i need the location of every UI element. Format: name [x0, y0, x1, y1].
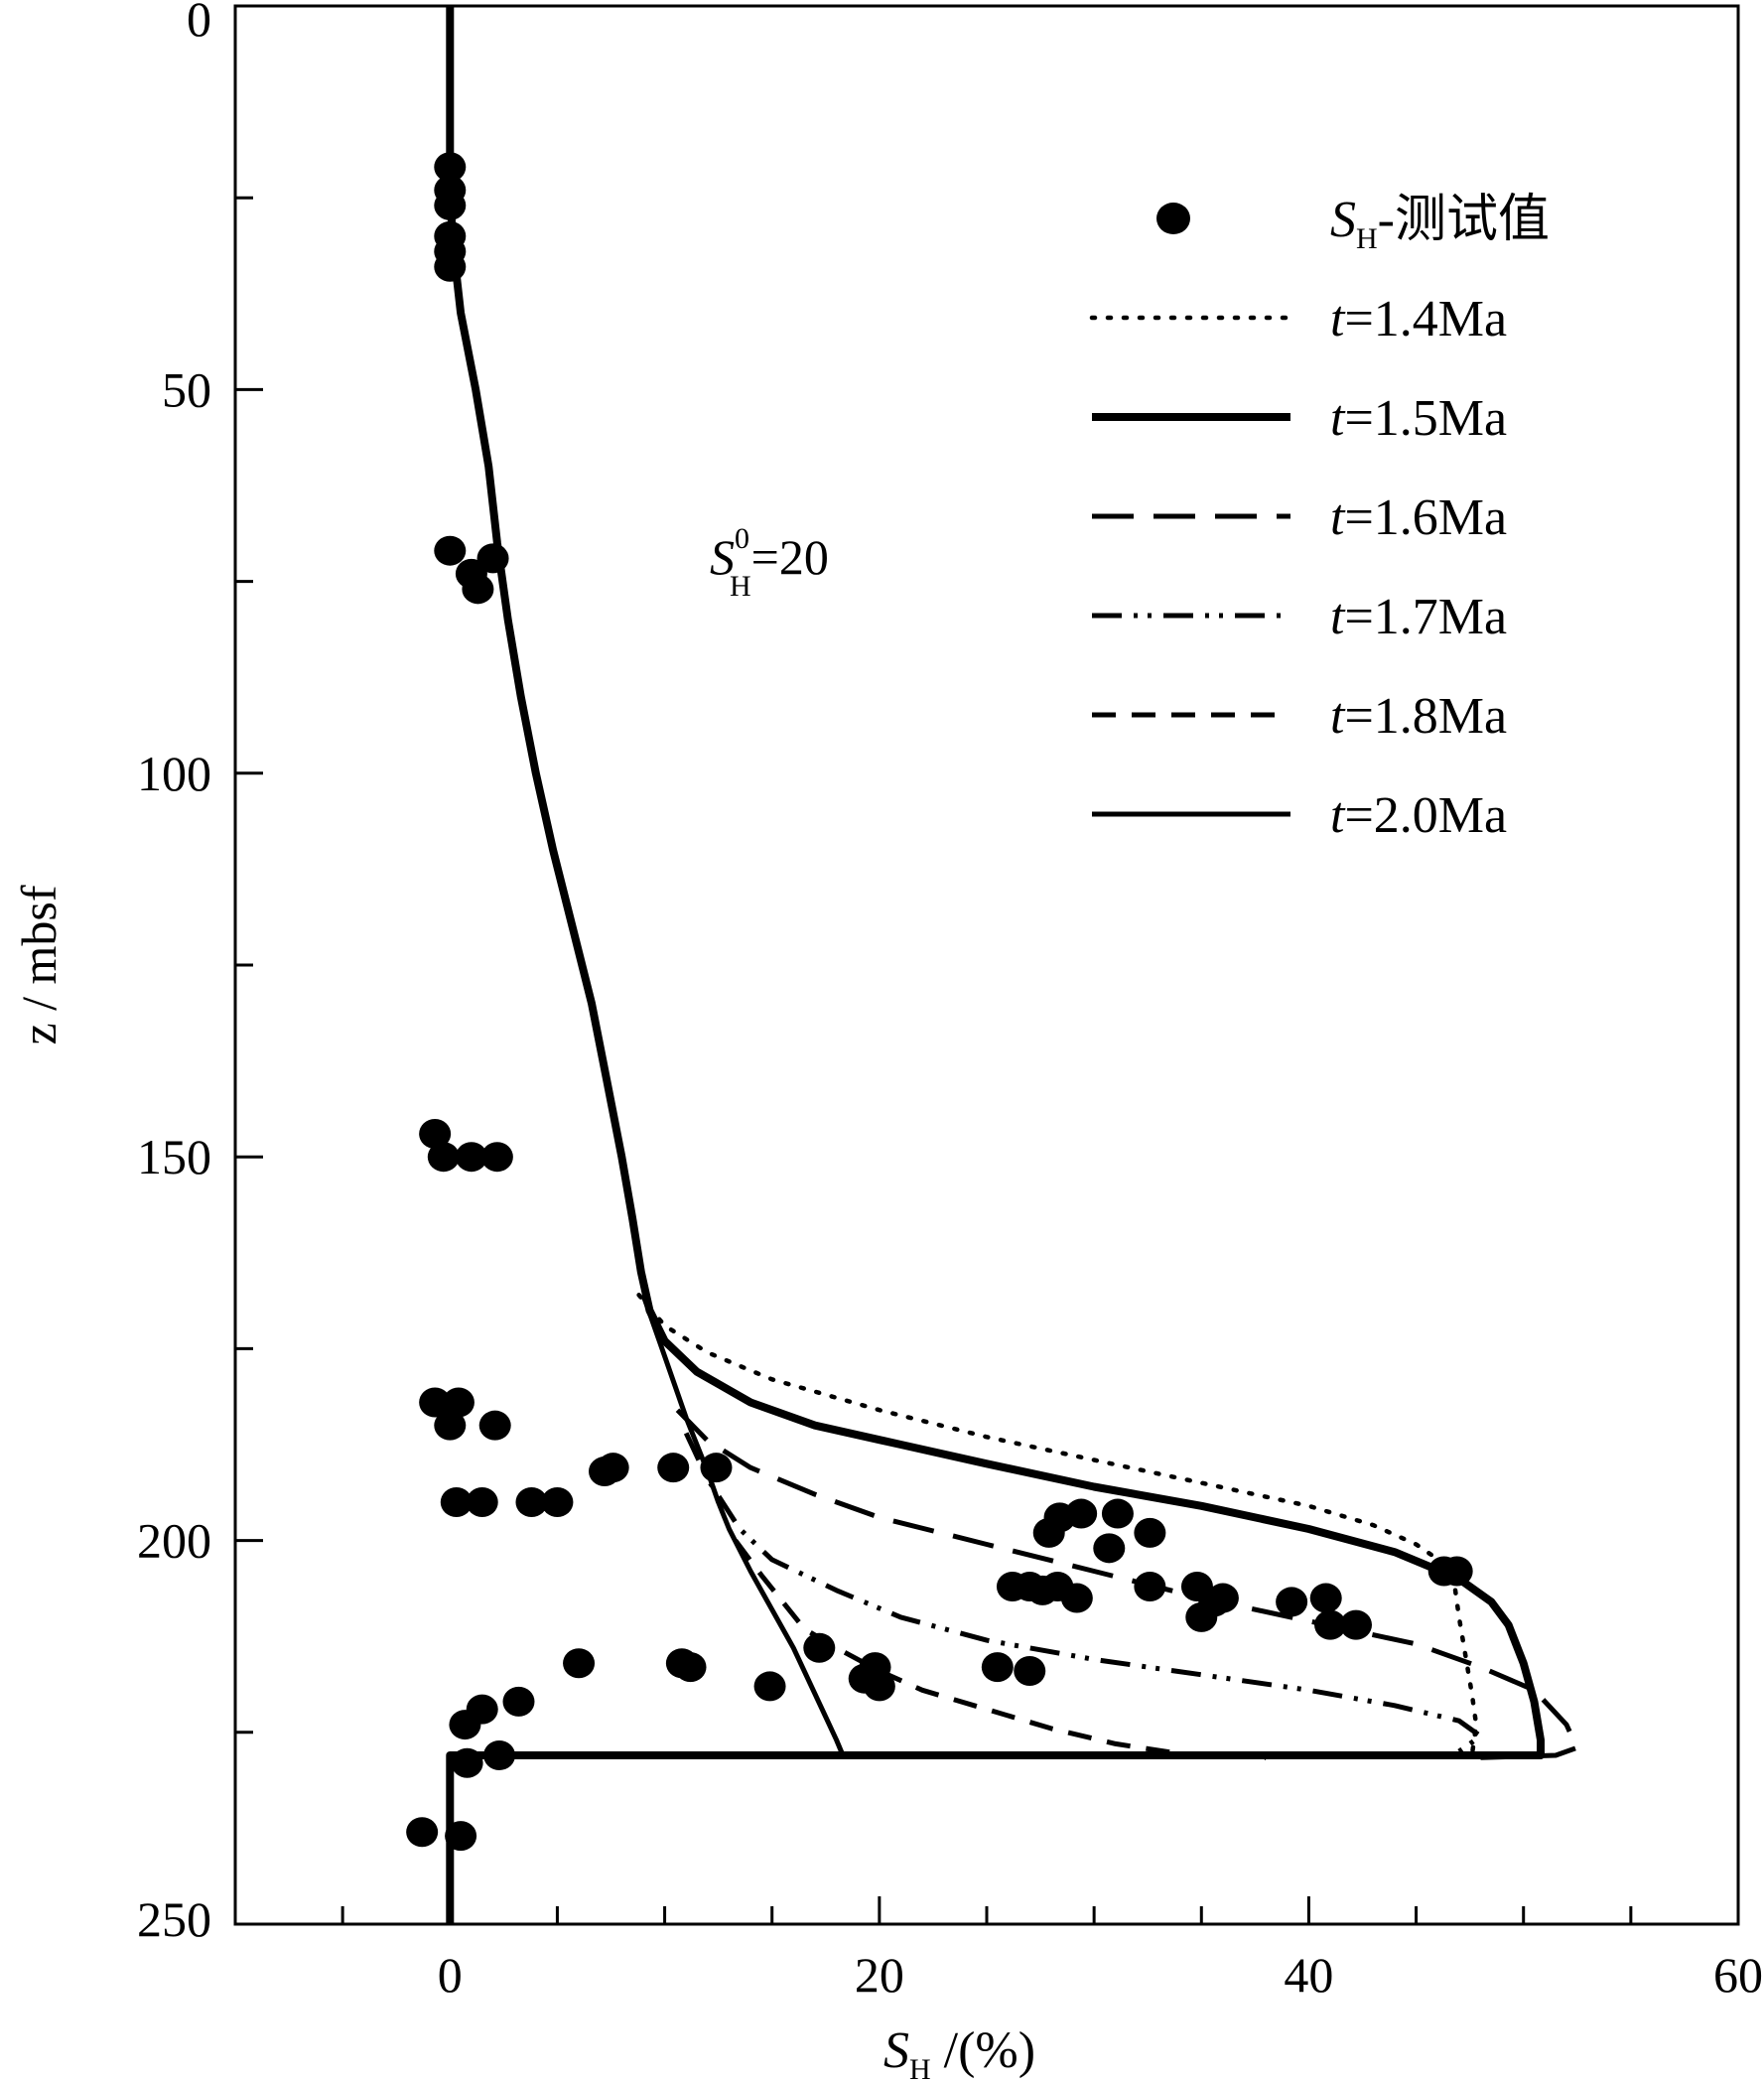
scatter-point	[427, 1142, 460, 1173]
x-tick-label: 20	[855, 1947, 904, 2003]
y-tick-label: 50	[162, 361, 211, 417]
annotation: S0 H=20	[710, 522, 829, 603]
scatter-point	[753, 1671, 786, 1702]
scatter-point	[515, 1486, 548, 1517]
scatter-point	[483, 1739, 516, 1770]
legend-label: t=1.7Ma	[1330, 589, 1507, 645]
legend-label: t=2.0Ma	[1330, 787, 1507, 844]
scatter-point	[419, 1119, 452, 1150]
scatter-point	[478, 1410, 511, 1441]
scatter-point	[480, 1142, 513, 1173]
scatter-point	[1093, 1533, 1126, 1564]
scatter-point	[476, 543, 509, 574]
series-line	[640, 1294, 846, 1756]
series-line	[683, 1432, 1483, 1754]
scatter-point	[434, 251, 467, 282]
series-line	[675, 1408, 1580, 1760]
scatter-point	[981, 1652, 1014, 1683]
scatter-points	[406, 152, 1473, 1852]
scatter-point	[502, 1686, 535, 1717]
legend: SH-测试值 t=1.4Ma t=1.5Ma t=1.6Ma t=1.7Ma t=1.8M…	[1089, 192, 1550, 844]
scatter-point	[1101, 1498, 1134, 1529]
scatter-point	[674, 1652, 707, 1683]
series-line	[733, 1539, 1267, 1760]
scatter-point	[657, 1453, 690, 1483]
legend-marker	[1156, 203, 1190, 234]
scatter-point	[434, 535, 467, 566]
scatter-point	[1134, 1517, 1166, 1548]
scatter-point	[434, 1410, 467, 1441]
axis-ticks	[235, 4, 1740, 1926]
scatter-point	[440, 1486, 473, 1517]
y-tick-label: 100	[137, 746, 211, 801]
scatter-point	[563, 1648, 596, 1679]
scatter-point	[1440, 1556, 1473, 1587]
scatter-point	[1309, 1583, 1342, 1613]
axis-tick-labels: 0 20 40 60 0 50 100 150 200 250	[137, 0, 1763, 2003]
legend-label: t=1.5Ma	[1330, 390, 1507, 447]
scatter-point	[597, 1453, 629, 1483]
scatter-point	[445, 1821, 477, 1852]
y-tick-label: 150	[137, 1129, 211, 1184]
scatter-point	[863, 1671, 895, 1702]
series-lines	[446, 6, 1580, 1924]
scatter-point	[803, 1632, 836, 1663]
scatter-point	[1276, 1587, 1308, 1617]
scatter-point	[462, 574, 494, 605]
scatter-point	[466, 1694, 498, 1725]
legend-label: t=1.8Ma	[1330, 688, 1507, 745]
scatter-point	[419, 1387, 452, 1418]
scatter-point	[466, 1486, 498, 1517]
y-tick-label: 0	[187, 0, 211, 47]
y-tick-label: 250	[137, 1891, 211, 1947]
scatter-point	[455, 1142, 487, 1173]
scatter-point	[1314, 1609, 1347, 1640]
y-axis-label: z / mbsf	[11, 885, 67, 1044]
scatter-point	[442, 1387, 475, 1418]
scatter-point	[406, 1817, 439, 1848]
scatter-point	[1340, 1609, 1373, 1640]
legend-label: t=1.4Ma	[1330, 291, 1507, 347]
scatter-point	[434, 190, 467, 220]
x-axis-label: SH /(%)	[883, 2022, 1035, 2082]
scatter-point	[541, 1486, 574, 1517]
scatter-point	[1134, 1571, 1166, 1601]
scatter-point	[700, 1453, 733, 1483]
x-tick-label: 60	[1713, 1947, 1763, 2003]
scatter-point	[1060, 1583, 1093, 1613]
y-tick-label: 200	[137, 1513, 211, 1569]
legend-label: t=1.6Ma	[1330, 489, 1507, 546]
series-line	[636, 1293, 1479, 1758]
scatter-point	[1206, 1583, 1239, 1613]
x-tick-label: 0	[438, 1947, 463, 2003]
scatter-point	[1065, 1498, 1098, 1529]
scatter-point	[451, 1747, 483, 1778]
legend-label: SH-测试值	[1330, 192, 1550, 255]
x-tick-label: 40	[1284, 1947, 1333, 2003]
scatter-point	[1014, 1655, 1046, 1686]
scatter-point	[434, 152, 467, 183]
